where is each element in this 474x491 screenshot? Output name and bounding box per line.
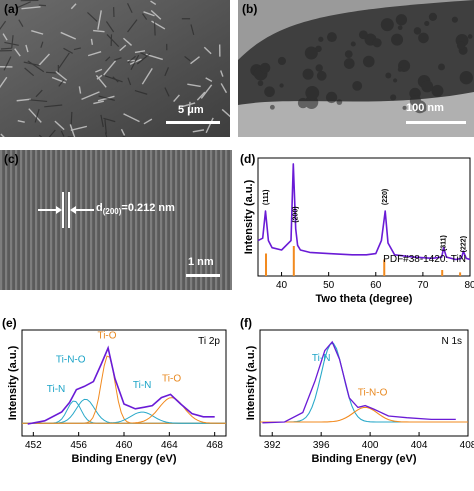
peak-label: (200): [293, 206, 300, 222]
peak-label: (311): [441, 235, 448, 251]
x-tick-label: 50: [323, 280, 335, 291]
peak-label: (222): [460, 236, 467, 252]
component-label: Ti-O: [97, 330, 116, 341]
plot-frame: [260, 330, 468, 436]
panel-a-sem-image: (a) 5 μm: [0, 0, 230, 137]
x-tick-label: 408: [460, 440, 474, 451]
panel-c-hrtem-image: (c) d(200)=0.212 nm 1 nm: [0, 150, 232, 290]
scale-bar: [406, 121, 466, 124]
x-axis-label: Binding Energy (eV): [311, 453, 416, 465]
component-label: Ti-O: [162, 374, 181, 385]
x-tick-label: 40: [276, 280, 288, 291]
x-tick-label: 60: [370, 280, 382, 291]
x-tick-label: 396: [313, 440, 330, 451]
reference-bar: [265, 254, 267, 277]
sem-texture: [0, 0, 230, 137]
x-tick-label: 80: [464, 280, 474, 291]
spectrum-label: Ti 2p: [198, 336, 220, 347]
scale-bar: [166, 121, 220, 124]
x-tick-label: 464: [161, 440, 178, 451]
panel-label: (e): [2, 316, 17, 330]
xps-n1s-plot: 392 396 400 404 408 Binding Energy (eV) Intens…: [238, 316, 474, 486]
reference-bar: [441, 270, 443, 276]
panel-b-tem-image: (b) 100 nm: [238, 0, 474, 137]
scale-bar-label: 5 μm: [178, 104, 204, 116]
x-tick-label: 400: [362, 440, 379, 451]
y-axis-label: Intensity (a.u.): [243, 179, 255, 254]
panel-label: (a): [4, 2, 19, 16]
reference-bar: [293, 246, 295, 276]
component-label: Ti-N: [312, 353, 331, 364]
x-tick-label: 468: [206, 440, 223, 451]
reference-label: PDF#38-1420: TiN: [383, 254, 466, 265]
x-tick-label: 452: [25, 440, 42, 451]
panel-label: (c): [4, 152, 19, 166]
peak-label: (220): [382, 189, 389, 205]
scale-bar-label: 1 nm: [188, 256, 214, 268]
y-axis-label: Intensity (a.u.): [245, 345, 257, 420]
component-label: Ti-N: [133, 380, 152, 391]
x-axis-label: Two theta (degree): [316, 293, 413, 305]
xrd-series: [258, 164, 470, 260]
panel-label: (b): [242, 2, 257, 16]
peak-label: (111): [263, 190, 270, 206]
x-tick-label: 456: [70, 440, 87, 451]
component-label: Ti-N: [47, 384, 66, 395]
xrd-plot: 40 50 60 70 80 Two theta (degree) Intensity (a…: [238, 150, 474, 310]
panel-label: (f): [240, 316, 252, 330]
xps-ti2p-plot: 452 456 460 464 468 Binding Energy (eV) Intens…: [0, 316, 232, 486]
reference-bar: [459, 272, 461, 276]
x-tick-label: 70: [417, 280, 429, 291]
x-axis-label: Binding Energy (eV): [71, 453, 176, 465]
x-tick-label: 392: [264, 440, 281, 451]
panel-e-xps-chart: (e) 452 456 460 464 468 Binding Energy (eV) In…: [0, 316, 232, 486]
x-tick-label: 460: [116, 440, 133, 451]
y-axis-label: Intensity (a.u.): [7, 345, 19, 420]
scale-bar-label: 100 nm: [406, 102, 444, 114]
component-label: Ti-N-O: [56, 354, 86, 365]
xps-envelope: [262, 342, 455, 423]
x-tick-label: 404: [411, 440, 428, 451]
tem-texture: [238, 0, 474, 137]
component-label: Ti-N-O: [358, 387, 388, 398]
scale-bar: [186, 274, 220, 277]
fit-component-tin: [260, 343, 468, 422]
spectrum-label: N 1s: [441, 336, 462, 347]
panel-f-xps-chart: (f) 392 396 400 404 408 Binding Energy (eV) In…: [238, 316, 474, 486]
lattice-fringes: [0, 150, 232, 290]
d-spacing-label: d(200)=0.212 nm: [96, 202, 175, 216]
panel-d-xrd-chart: (d) 40 50 60 70 80 Two theta (degree) Intensit…: [238, 150, 474, 310]
panel-label: (d): [240, 152, 255, 166]
